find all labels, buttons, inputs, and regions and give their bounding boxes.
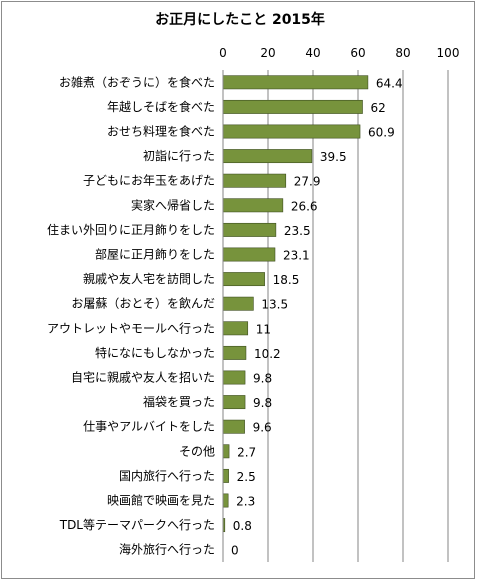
value-label: 11 bbox=[256, 322, 271, 336]
value-label: 2.3 bbox=[236, 495, 255, 509]
category-label: 仕事やアルバイトをした bbox=[83, 420, 215, 434]
value-label: 9.8 bbox=[253, 396, 272, 410]
value-label: 0.8 bbox=[233, 519, 252, 533]
bar bbox=[222, 247, 276, 262]
category-label: 福袋を買った bbox=[143, 394, 215, 409]
bar bbox=[222, 296, 254, 311]
category-label: 年越しそばを食べた bbox=[107, 99, 215, 114]
bar bbox=[222, 222, 277, 237]
x-tick-label: 60 bbox=[350, 46, 365, 60]
bar bbox=[222, 124, 361, 139]
category-label: 親戚や友人宅を訪問した bbox=[83, 271, 215, 286]
gridlines bbox=[222, 70, 449, 562]
value-label: 13.5 bbox=[261, 298, 288, 312]
bar bbox=[222, 198, 284, 213]
x-axis-ticks: 0 20 40 60 80 100 bbox=[219, 46, 459, 60]
bar bbox=[222, 493, 229, 508]
value-label: 23.1 bbox=[283, 249, 310, 263]
bar bbox=[222, 468, 229, 483]
category-label: 映画館で映画を見た bbox=[107, 493, 215, 508]
category-label: 国内旅行へ行った bbox=[119, 469, 215, 483]
category-label: 住まい外回りに正月飾りをした bbox=[47, 223, 215, 237]
value-label: 64.4 bbox=[376, 76, 403, 90]
x-tick-label: 20 bbox=[260, 46, 275, 60]
value-label: 23.5 bbox=[284, 224, 311, 238]
category-label: お屠蘇（おとそ）を飲んだ bbox=[71, 296, 215, 311]
value-label: 62 bbox=[371, 101, 386, 115]
x-tick-label: 100 bbox=[437, 46, 460, 60]
chart-title: お正月にしたこと 2015年 bbox=[155, 11, 325, 28]
category-label: 子どもにお年玉をあげた bbox=[83, 174, 215, 188]
category-label: おせち料理を食べた bbox=[107, 124, 215, 139]
value-label: 9.8 bbox=[253, 372, 272, 386]
value-label: 60.9 bbox=[368, 126, 395, 140]
x-tick-label: 40 bbox=[305, 46, 320, 60]
bar bbox=[222, 444, 230, 459]
bar bbox=[222, 419, 245, 434]
category-label: 海外旅行へ行った bbox=[119, 542, 215, 557]
x-tick-label: 80 bbox=[395, 46, 410, 60]
category-label: その他 bbox=[179, 444, 215, 458]
bar bbox=[222, 370, 246, 385]
bar bbox=[222, 99, 363, 114]
bar bbox=[222, 272, 265, 287]
bar bbox=[222, 75, 369, 90]
bar bbox=[222, 395, 246, 410]
value-label: 27.9 bbox=[294, 175, 321, 189]
category-label: 部屋に正月飾りをした bbox=[95, 247, 215, 262]
category-label: 初詣に行った bbox=[143, 149, 215, 163]
value-labels: 64.4 62 60.9 39.5 27.9 26.6 23.5 23.1 18.5 13.5 11… bbox=[231, 76, 403, 557]
category-labels: お雑煮（おぞうに）を食べた年越しそばを食べたおせち料理を食べた初詣に行った子ども… bbox=[47, 74, 215, 556]
value-label: 2.7 bbox=[237, 445, 256, 459]
bar bbox=[222, 173, 287, 188]
bars bbox=[222, 75, 369, 533]
x-tick-label: 0 bbox=[219, 46, 227, 60]
value-label: 26.6 bbox=[291, 199, 318, 213]
value-label: 9.6 bbox=[253, 421, 272, 435]
category-label: お雑煮（おぞうに）を食べた bbox=[59, 74, 215, 89]
bar bbox=[222, 321, 249, 336]
value-label: 2.5 bbox=[237, 470, 256, 484]
category-label: TDL等テーマパークへ行った bbox=[59, 518, 215, 532]
category-label: 特になにもしなかった bbox=[95, 345, 215, 360]
value-label: 18.5 bbox=[273, 273, 300, 287]
category-label: アウトレットやモールへ行った bbox=[47, 321, 215, 335]
value-label: 10.2 bbox=[254, 347, 281, 361]
value-label: 0 bbox=[231, 544, 239, 558]
bar bbox=[222, 149, 313, 164]
value-label: 39.5 bbox=[320, 150, 347, 164]
category-label: 自宅に親戚や友人を招いた bbox=[71, 370, 215, 385]
bar bbox=[222, 345, 247, 360]
category-label: 実家へ帰省した bbox=[131, 197, 215, 212]
